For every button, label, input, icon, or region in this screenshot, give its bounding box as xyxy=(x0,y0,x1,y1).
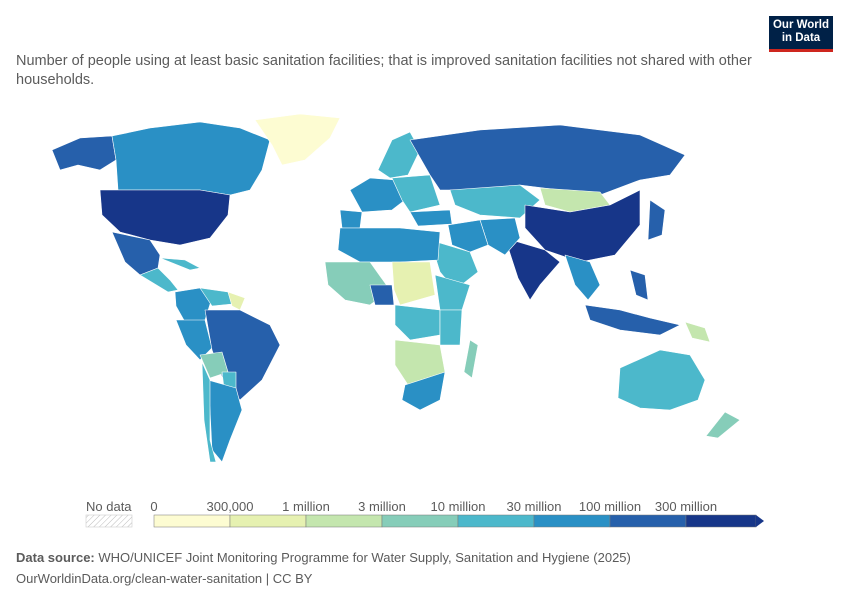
legend-bin-5[interactable] xyxy=(533,514,611,528)
region-eastern-europe xyxy=(391,174,441,213)
region-india xyxy=(504,237,561,301)
logo-line1: Our World xyxy=(772,19,829,31)
legend-bar xyxy=(85,514,764,528)
legend-tick-label: 30 million xyxy=(506,499,562,514)
legend-bin-4[interactable] xyxy=(457,514,535,528)
region-east-africa xyxy=(439,309,463,346)
legend-tick-label: 0 xyxy=(150,499,158,514)
region-scandinavia xyxy=(377,131,421,179)
region-canada xyxy=(111,121,271,196)
region-congo xyxy=(394,304,441,341)
source-label: Data source: xyxy=(16,550,95,565)
region-alaska xyxy=(51,135,117,171)
legend-bin-3[interactable] xyxy=(381,514,459,528)
chart-subtitle: Number of people using at least basic sa… xyxy=(16,53,752,88)
region-australia xyxy=(617,349,706,411)
logo-line2: in Data xyxy=(781,32,821,44)
legend-bin-0[interactable] xyxy=(153,514,231,528)
owid-logo[interactable]: Our World in Data xyxy=(769,16,833,52)
source-text: WHO/UNICEF Joint Monitoring Programme fo… xyxy=(94,550,631,565)
region-argentina xyxy=(207,379,243,463)
region-north-africa xyxy=(337,227,441,263)
footer: Data source: WHO/UNICEF Joint Monitoring… xyxy=(16,547,631,589)
legend-bin-7[interactable] xyxy=(685,514,757,528)
region-png xyxy=(684,321,711,343)
region-south-africa xyxy=(401,371,446,411)
legend-tick-label: 3 million xyxy=(358,499,406,514)
region-turkey xyxy=(409,209,453,227)
region-caribbean xyxy=(159,257,201,271)
region-iran xyxy=(447,219,489,253)
legend-bin-2[interactable] xyxy=(305,514,383,528)
region-nigeria xyxy=(369,284,395,306)
region-iberia xyxy=(339,209,363,229)
region-chile xyxy=(201,361,217,463)
world-map[interactable] xyxy=(0,108,850,478)
legend-tick-label: 100 million xyxy=(578,499,642,514)
region-philippines xyxy=(629,269,649,301)
region-kazakhstan xyxy=(449,184,541,219)
region-japan xyxy=(647,199,666,241)
region-new-zealand xyxy=(705,411,741,439)
region-indonesia xyxy=(584,304,681,336)
region-usa xyxy=(99,189,231,246)
legend-no-data-swatch xyxy=(85,514,133,528)
legend-no-data-label: No data xyxy=(86,499,132,514)
region-madagascar xyxy=(463,339,479,379)
legend-tick-label: 300,000 xyxy=(206,499,254,514)
legend-tick-label: 300 million xyxy=(654,499,718,514)
region-china xyxy=(524,189,641,263)
region-arabia xyxy=(429,239,479,291)
legend-tick-label: 1 million xyxy=(282,499,330,514)
legend-arrow xyxy=(756,515,764,527)
region-central-america xyxy=(139,267,179,293)
legend-bin-6[interactable] xyxy=(609,514,687,528)
map-legend: No data 0 300,000 1 million 3 million 10 mil… xyxy=(80,495,780,535)
region-central-africa xyxy=(391,261,436,306)
region-greenland xyxy=(254,113,341,166)
legend-tick-label: 10 million xyxy=(430,499,486,514)
region-se-asia xyxy=(564,254,601,301)
legend-bin-1[interactable] xyxy=(229,514,307,528)
region-russia xyxy=(409,124,686,196)
region-guianas xyxy=(227,291,246,311)
url-line[interactable]: OurWorldinData.org/clean-water-sanitatio… xyxy=(16,571,313,586)
